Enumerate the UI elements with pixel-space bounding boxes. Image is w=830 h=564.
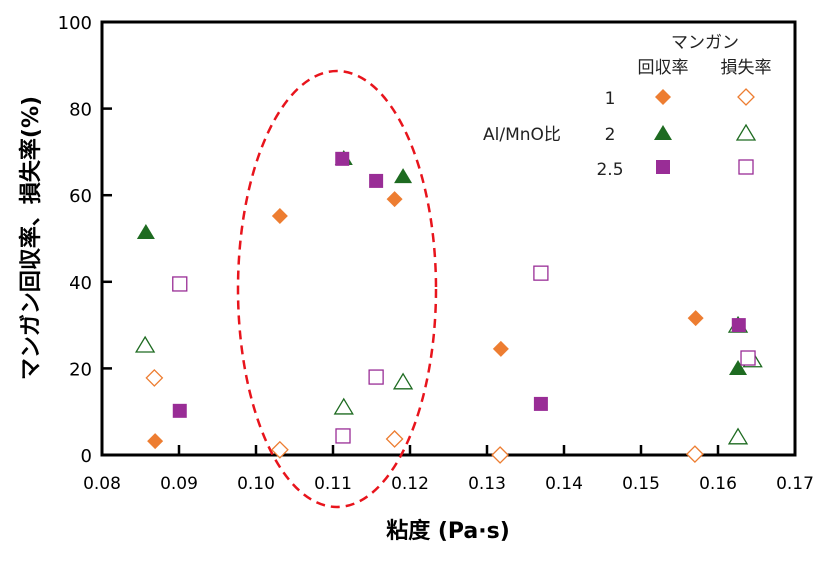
x-tick-label: 0.16	[699, 474, 737, 494]
data-point	[727, 427, 749, 445]
data-point	[492, 340, 509, 357]
y-tick-label: 20	[69, 359, 92, 380]
data-point	[145, 369, 164, 387]
x-tick-label: 0.09	[160, 474, 198, 494]
x-tick-label: 0.08	[83, 474, 121, 494]
legend-marker	[656, 160, 670, 174]
data-point	[134, 335, 156, 353]
x-axis-label: 粘度 (Pa·s)	[386, 518, 510, 544]
legend-title: マンガン	[671, 33, 739, 53]
data-point	[491, 446, 510, 464]
x-tick-label: 0.14	[545, 474, 583, 494]
x-tick-label: 0.10	[237, 474, 275, 494]
data-point	[147, 433, 164, 450]
data-point	[335, 428, 351, 444]
legend-row-2-5: 2.5	[596, 160, 623, 180]
data-point	[533, 265, 549, 281]
legend-marker	[654, 125, 672, 140]
legend-marker	[655, 89, 671, 105]
y-tick-label: 60	[69, 186, 92, 207]
data-point	[271, 207, 288, 224]
legend-row-1: 1	[605, 89, 616, 109]
data-point	[731, 318, 746, 333]
legend-col-loss: 損失率	[721, 58, 772, 78]
data-point	[740, 350, 756, 366]
x-tick-label: 0.11	[314, 474, 352, 494]
data-point	[136, 224, 155, 240]
highlight-ellipse	[236, 69, 438, 509]
x-tick-label: 0.15	[622, 474, 660, 494]
legend: マンガン 回収率 損失率 Al/MnO比 1 2 2.5	[483, 33, 772, 180]
y-tick-label: 80	[69, 100, 92, 121]
y-tick-label: 40	[69, 273, 92, 294]
plot-frame	[100, 20, 797, 457]
data-point	[385, 430, 404, 448]
data-point	[369, 173, 384, 188]
y-axis-label: マンガン回収率、損失率(%)	[18, 96, 44, 380]
data-point	[368, 369, 384, 385]
data-point	[685, 445, 704, 464]
data-point	[687, 310, 704, 327]
data-point	[386, 191, 403, 208]
data-point	[533, 396, 548, 411]
data-point	[394, 168, 413, 184]
legend-marker	[737, 88, 755, 106]
x-tick-label: 0.12	[391, 474, 429, 494]
y-tick-label: 100	[58, 13, 92, 34]
x-tick-label: 0.13	[468, 474, 506, 494]
y-tick-label: 0	[81, 446, 92, 467]
data-point	[172, 403, 187, 418]
data-point	[729, 359, 748, 375]
data-point	[172, 276, 188, 292]
legend-marker	[735, 123, 757, 141]
legend-col-recovery: 回収率	[638, 58, 689, 78]
legend-row-2: 2	[605, 125, 616, 145]
x-tick-label: 0.17	[776, 474, 814, 494]
legend-marker	[738, 159, 754, 175]
data-point	[392, 372, 414, 390]
data-point	[333, 397, 354, 415]
legend-group-label: Al/MnO比	[483, 125, 561, 145]
data-point	[335, 151, 350, 166]
data-point	[270, 440, 289, 459]
